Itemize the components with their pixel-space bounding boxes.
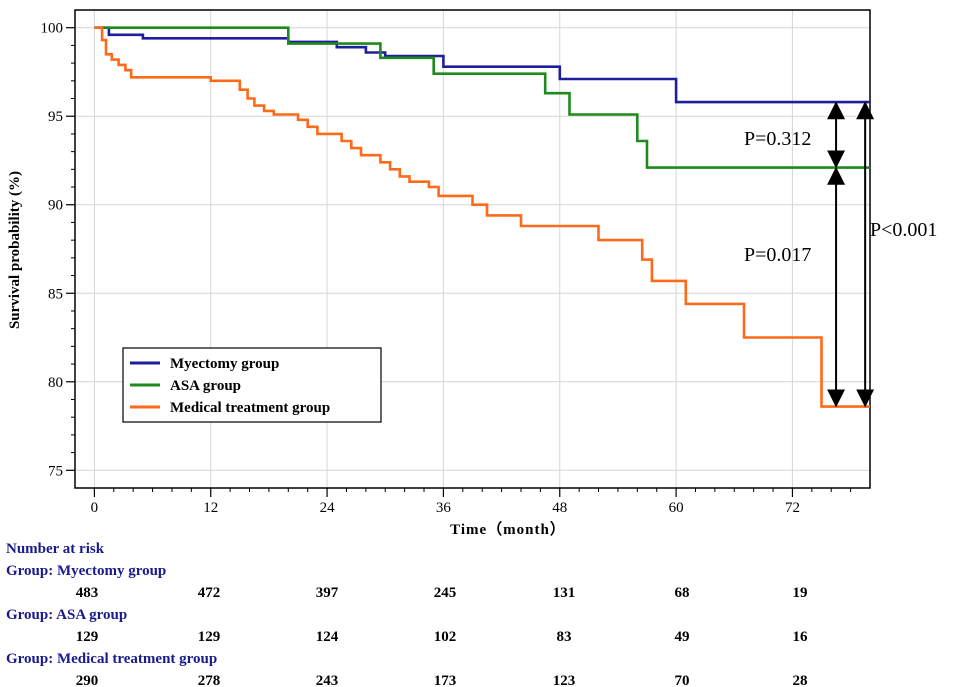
x-axis: 0 12 24 36 48 60 72 (91, 488, 852, 516)
risk-count: 173 (434, 673, 457, 687)
risk-count: 68 (675, 585, 690, 601)
x-tick-label: 72 (785, 500, 800, 516)
risk-count: 49 (675, 629, 690, 645)
y-tick-label: 75 (48, 463, 63, 479)
risk-count: 28 (793, 673, 808, 687)
y-tick-label: 80 (48, 375, 63, 391)
risk-count: 16 (793, 629, 809, 645)
risk-count: 102 (434, 629, 457, 645)
p-value-annotations: P=0.312 P=0.017 P<0.001 (744, 101, 937, 408)
x-tick-label: 24 (320, 500, 336, 516)
y-tick-label: 85 (48, 286, 63, 302)
risk-count: 19 (793, 585, 808, 601)
x-tick-label: 60 (669, 500, 684, 516)
legend: Myectomy group ASA group Medical treatment… (122, 347, 382, 423)
risk-group-label: Group: Myectomy group (6, 563, 166, 579)
x-tick-label: 0 (91, 500, 99, 516)
risk-count: 472 (198, 585, 221, 601)
risk-group-label: Group: Medical treatment group (6, 651, 217, 667)
y-tick-label: 90 (48, 198, 63, 214)
survival-curves (94, 26, 870, 408)
p-value-label: P=0.312 (744, 128, 811, 150)
legend-label: ASA group (170, 378, 241, 394)
y-tick-label: 100 (41, 21, 64, 37)
x-tick-label: 36 (436, 500, 452, 516)
risk-count: 397 (316, 585, 339, 601)
risk-count: 123 (553, 673, 576, 687)
risk-count: 83 (557, 629, 572, 645)
p-value-label: P<0.001 (870, 219, 937, 241)
risk-table: Number at risk Group: Myectomy group 483 4… (6, 541, 808, 687)
y-axis: 75 80 85 90 95 100 (41, 21, 75, 479)
x-tick-label: 12 (203, 500, 218, 516)
risk-count: 483 (76, 585, 99, 601)
risk-count: 290 (76, 673, 99, 687)
plot-area: 75 80 85 90 95 100 0 12 24 36 48 60 72 P=0.312 P=0.0… (41, 9, 937, 516)
legend-label: Medical treatment group (170, 400, 330, 416)
risk-count: 245 (434, 585, 457, 601)
y-axis-label: Survival probability (%) (7, 171, 23, 329)
risk-count: 70 (675, 673, 690, 687)
risk-count: 278 (198, 673, 221, 687)
curve-asa-group (94, 26, 870, 169)
y-tick-label: 95 (48, 109, 63, 125)
p-value-label: P=0.017 (744, 244, 811, 266)
curve-medical-treatment-group (94, 26, 870, 408)
risk-count: 131 (553, 585, 576, 601)
risk-count: 129 (76, 629, 99, 645)
risk-count: 243 (316, 673, 339, 687)
x-axis-label: Time（month） (450, 520, 566, 538)
legend-label: Myectomy group (170, 356, 279, 372)
x-tick-label: 48 (552, 500, 567, 516)
curve-myectomy-group (94, 26, 870, 104)
risk-table-title: Number at risk (6, 541, 105, 557)
risk-group-label: Group: ASA group (6, 607, 127, 623)
risk-count: 124 (316, 629, 339, 645)
legend-box (122, 347, 382, 423)
risk-count: 129 (198, 629, 221, 645)
